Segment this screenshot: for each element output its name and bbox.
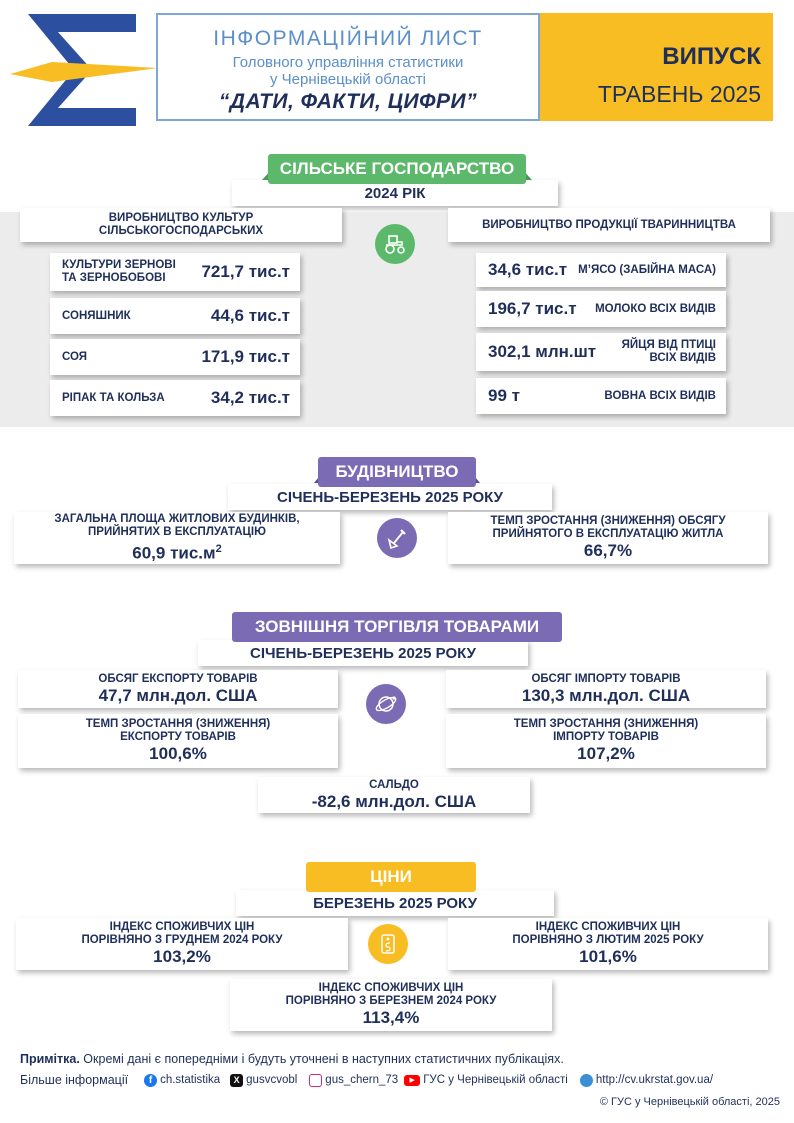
issue-date: ТРАВЕНЬ 2025 <box>597 81 761 107</box>
header-subtitle-1: Головного управління статистики <box>232 54 464 71</box>
footer-links: Більше інформації f ch.statistika X gusv… <box>20 1073 713 1087</box>
prices-banner: ЦІНИ <box>306 862 476 892</box>
price-tag-icon <box>368 924 408 964</box>
livestock-row-milk: 196,7 тис.т МОЛОКО ВСІХ ВИДІВ <box>476 291 726 327</box>
youtube-link[interactable]: ГУС у Чернівецькій області <box>423 1074 568 1086</box>
crop-name: КУЛЬТУРИ ЗЕРНОВІ ТА ЗЕРНОБОБОВІ <box>62 259 176 284</box>
cpi-feb-value: 101,6% <box>579 947 637 966</box>
facebook-icon: f <box>144 1073 158 1087</box>
crop-row-sunflower: СОНЯШНИК 44,6 тис.т <box>50 298 300 334</box>
x-icon: X <box>230 1073 244 1087</box>
cpi-mar-card: ІНДЕКС СПОЖИВЧИХ ЦІН ПОРІВНЯНО З БЕРЕЗНЕ… <box>230 979 552 1031</box>
header-slogan: “ДАТИ, ФАКТИ, ЦИФРИ” <box>218 90 478 113</box>
instagram-link[interactable]: gus_chern_73 <box>325 1074 399 1086</box>
crop-name: СОЯ <box>62 350 88 363</box>
globe-icon <box>366 684 406 724</box>
header-title: ІНФОРМАЦІЙНИЙ ЛИСТ <box>213 27 483 50</box>
tractor-icon <box>375 224 415 264</box>
export-volume-value: 47,7 млн.дол. США <box>98 685 258 705</box>
export-rate-card: ТЕМП ЗРОСТАННЯ (ЗНИЖЕННЯ) ЕКСПОРТУ ТОВАР… <box>18 714 338 768</box>
livestock-row-meat: 34,6 тис.т М’ЯСО (ЗАБІЙНА МАСА) <box>476 253 726 287</box>
agri-banner: СІЛЬСЬКЕ ГОСПОДАРСТВО <box>268 154 526 184</box>
cpi-feb-card: ІНДЕКС СПОЖИВЧИХ ЦІН ПОРІВНЯНО З ЛЮТИМ 2… <box>448 918 768 970</box>
housing-rate-value: 66,7% <box>583 541 633 560</box>
trade-balance-card: САЛЬДО -82,6 млн.дол. США <box>258 777 530 813</box>
housing-area-card: ЗАГАЛЬНА ПЛОЩА ЖИТЛОВИХ БУДИНКІВ, ПРИЙНЯ… <box>14 512 340 564</box>
livestock-row-wool: 99 т ВОВНА ВСІХ ВИДІВ <box>476 378 726 414</box>
crop-value: 171,9 тис.т <box>201 347 290 366</box>
crop-name: РІПАК ТА КОЛЬЗА <box>62 391 165 404</box>
livestock-name: МОЛОКО ВСІХ ВИДІВ <box>595 302 716 315</box>
trowel-icon <box>377 518 417 558</box>
crop-name: СОНЯШНИК <box>62 309 131 322</box>
issue-box: ВИПУСК ТРАВЕНЬ 2025 <box>540 13 773 121</box>
header-subtitle-2: у Чернівецькій області <box>269 71 426 88</box>
livestock-name: М’ЯСО (ЗАБІЙНА МАСА) <box>578 263 716 276</box>
crop-value: 44,6 тис.т <box>210 306 290 325</box>
import-volume-value: 130,3 млн.дол. США <box>521 685 691 705</box>
livestock-name: ВОВНА ВСІХ ВИДІВ <box>604 389 716 402</box>
agri-period: 2024 РІК <box>232 180 558 206</box>
crop-row-soy: СОЯ 171,9 тис.т <box>50 339 300 375</box>
export-rate-value: 100,6% <box>149 744 207 763</box>
livestock-value: 302,1 млн.шт <box>488 342 597 361</box>
livestock-title: ВИРОБНИЦТВО ПРОДУКЦІЇ ТВАРИННИЦТВА <box>448 208 770 242</box>
import-rate-card: ТЕМП ЗРОСТАННЯ (ЗНИЖЕННЯ) ІМПОРТУ ТОВАРІ… <box>446 714 766 768</box>
housing-rate-card: ТЕМП ЗРОСТАННЯ (ЗНИЖЕННЯ) ОБСЯГУ ПРИЙНЯТ… <box>448 512 768 564</box>
crop-value: 721,7 тис.т <box>201 262 290 281</box>
crop-value: 34,2 тис.т <box>210 388 290 407</box>
instagram-icon <box>309 1073 323 1087</box>
facebook-link[interactable]: ch.statistika <box>160 1074 221 1086</box>
trade-period: СІЧЕНЬ-БЕРЕЗЕНЬ 2025 РОКУ <box>198 640 528 666</box>
livestock-value: 196,7 тис.т <box>488 299 577 318</box>
housing-area-value: 60,9 тис.м2 <box>132 542 222 563</box>
trade-balance-value: -82,6 млн.дол. США <box>311 791 477 811</box>
crop-row-grain: КУЛЬТУРИ ЗЕРНОВІ ТА ЗЕРНОБОБОВІ 721,7 ти… <box>50 253 300 291</box>
footer-note: Примітка. Окремі дані є попередніми і бу… <box>20 1052 564 1066</box>
globe-web-icon <box>579 1073 593 1087</box>
copyright: © ГУС у Чернівецькій області, 2025 <box>599 1096 780 1108</box>
cpi-dec-value: 103,2% <box>153 947 211 966</box>
trade-banner: ЗОВНІШНЯ ТОРГІВЛЯ ТОВАРАМИ <box>232 612 562 642</box>
issue-label: ВИПУСК <box>662 43 761 70</box>
livestock-value: 99 т <box>488 386 520 405</box>
livestock-row-eggs: 302,1 млн.шт ЯЙЦЯ ВІД ПТИЦІ ВСІХ ВИДІВ <box>476 333 726 371</box>
logo <box>8 12 158 128</box>
construction-period: СІЧЕНЬ-БЕРЕЗЕНЬ 2025 РОКУ <box>228 484 552 510</box>
more-info-label: Більше інформації <box>20 1073 129 1087</box>
cpi-mar-value: 113,4% <box>362 1008 420 1027</box>
prices-period: БЕРЕЗЕНЬ 2025 РОКУ <box>236 890 554 916</box>
cpi-dec-card: ІНДЕКС СПОЖИВЧИХ ЦІН ПОРІВНЯНО З ГРУДНЕМ… <box>16 918 348 970</box>
livestock-value: 34,6 тис.т <box>488 260 568 279</box>
import-volume-card: ОБСЯГ ІМПОРТУ ТОВАРІВ 130,3 млн.дол. США <box>446 670 766 708</box>
website-link[interactable]: http://cv.ukrstat.gov.ua/ <box>595 1074 714 1086</box>
youtube-icon: ▶ <box>404 1074 421 1086</box>
construction-banner: БУДІВНИЦТВО <box>318 457 476 487</box>
export-volume-card: ОБСЯГ ЕКСПОРТУ ТОВАРІВ 47,7 млн.дол. США <box>18 670 338 708</box>
import-rate-value: 107,2% <box>577 744 635 763</box>
x-link[interactable]: gusvcvobl <box>246 1074 298 1086</box>
livestock-name: ЯЙЦЯ ВІД ПТИЦІ ВСІХ ВИДІВ <box>621 339 716 364</box>
crops-title: ВИРОБНИЦТВО КУЛЬТУР СІЛЬСЬКОГОСПОДАРСЬКИ… <box>20 208 342 242</box>
header-title-box: ІНФОРМАЦІЙНИЙ ЛИСТ Головного управління … <box>156 13 540 121</box>
crop-row-rapeseed: РІПАК ТА КОЛЬЗА 34,2 тис.т <box>50 380 300 416</box>
